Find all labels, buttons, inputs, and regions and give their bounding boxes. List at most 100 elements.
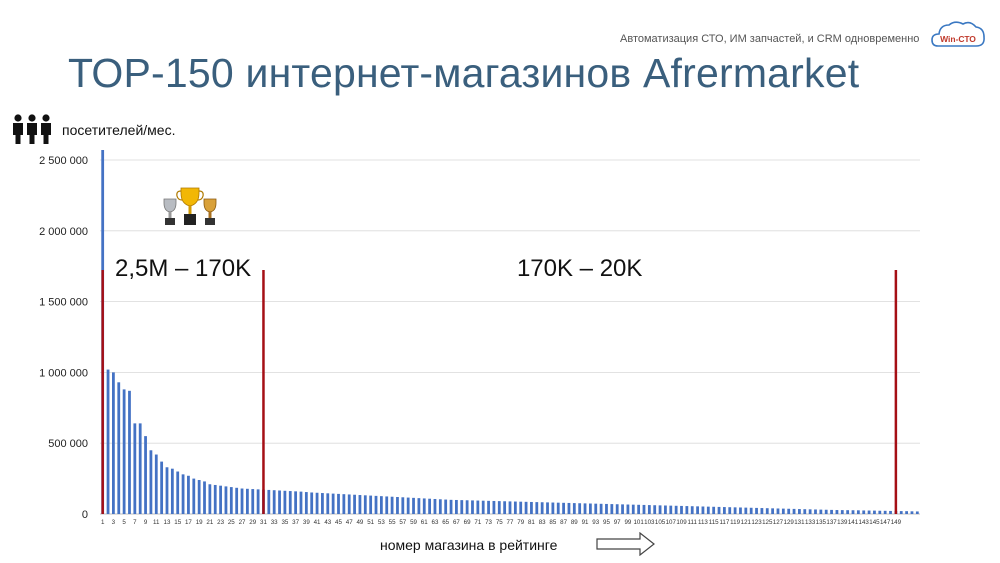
bar bbox=[722, 507, 726, 514]
bar bbox=[792, 508, 796, 514]
bar bbox=[851, 510, 855, 514]
x-tick-label: 117 bbox=[719, 519, 729, 526]
y-axis-title: посетителей/мес. bbox=[62, 122, 176, 138]
bar bbox=[497, 501, 501, 514]
x-tick-label: 95 bbox=[603, 519, 610, 526]
bar bbox=[342, 494, 346, 514]
bar bbox=[915, 511, 919, 514]
bar bbox=[690, 506, 694, 514]
x-tick-label: 113 bbox=[698, 519, 708, 526]
bar bbox=[160, 461, 164, 514]
bar bbox=[728, 507, 732, 514]
x-tick-label: 121 bbox=[741, 519, 752, 526]
bar bbox=[749, 507, 753, 514]
bar bbox=[599, 503, 603, 514]
y-tick-label: 500 000 bbox=[48, 438, 88, 450]
x-tick-label: 25 bbox=[228, 519, 235, 526]
x-tick-label: 105 bbox=[655, 519, 666, 526]
bar bbox=[385, 496, 389, 514]
bar bbox=[240, 488, 244, 514]
x-tick-label: 45 bbox=[335, 519, 342, 526]
bar bbox=[438, 499, 442, 514]
x-tick-label: 119 bbox=[730, 519, 740, 526]
tagline: Автоматизация СТО, ИМ запчастей, и CRM о… bbox=[620, 33, 920, 45]
x-axis-title: номер магазина в рейтинге bbox=[380, 537, 558, 553]
bar bbox=[374, 495, 378, 514]
bar bbox=[106, 369, 110, 514]
x-tick-label: 101 bbox=[633, 519, 644, 526]
bar bbox=[154, 454, 158, 514]
bar bbox=[647, 505, 651, 514]
bar bbox=[519, 501, 523, 514]
bar bbox=[449, 499, 453, 514]
win-sto-logo[interactable]: Win-СТО bbox=[930, 18, 986, 54]
bar bbox=[556, 502, 560, 514]
x-tick-label: 93 bbox=[592, 519, 599, 526]
bar bbox=[133, 423, 137, 514]
bar bbox=[610, 504, 614, 514]
x-tick-label: 41 bbox=[314, 519, 321, 526]
bar bbox=[428, 498, 432, 514]
bar bbox=[267, 489, 271, 514]
bar bbox=[112, 372, 115, 514]
x-tick-label: 149 bbox=[891, 519, 902, 526]
bar bbox=[551, 502, 555, 514]
x-tick-label: 79 bbox=[517, 519, 524, 526]
bar bbox=[117, 382, 121, 514]
bar bbox=[337, 493, 340, 514]
x-tick-label: 89 bbox=[571, 519, 578, 526]
bar bbox=[476, 500, 480, 514]
bar bbox=[642, 504, 646, 514]
bar bbox=[422, 498, 426, 514]
x-tick-label: 61 bbox=[421, 519, 428, 526]
bar bbox=[363, 495, 367, 514]
bar bbox=[128, 390, 131, 514]
y-tick-label: 1 000 000 bbox=[39, 367, 88, 379]
bar bbox=[862, 510, 866, 514]
x-tick-label: 63 bbox=[432, 519, 439, 526]
bar bbox=[567, 502, 571, 514]
bar bbox=[208, 484, 212, 514]
bar bbox=[846, 510, 850, 514]
x-tick-label: 141 bbox=[848, 519, 859, 526]
bar bbox=[781, 508, 785, 514]
bar bbox=[883, 510, 887, 514]
x-tick-label: 57 bbox=[399, 519, 406, 526]
bar bbox=[294, 491, 298, 514]
bar bbox=[739, 507, 742, 514]
bars bbox=[101, 150, 919, 514]
bar bbox=[626, 504, 630, 514]
bar bbox=[256, 489, 260, 514]
bar bbox=[379, 496, 383, 514]
bar bbox=[637, 504, 641, 514]
bar bbox=[176, 471, 180, 514]
x-tick-label: 11 bbox=[153, 519, 160, 526]
bar bbox=[594, 503, 598, 514]
bar bbox=[122, 389, 126, 514]
y-tick-label: 2 500 000 bbox=[39, 155, 88, 167]
bar bbox=[546, 502, 549, 514]
bar bbox=[910, 511, 914, 514]
bar bbox=[149, 450, 153, 514]
bar bbox=[653, 505, 657, 514]
bar bbox=[272, 490, 276, 514]
x-tick-label: 47 bbox=[346, 519, 353, 526]
bar bbox=[535, 502, 539, 514]
bar bbox=[583, 503, 587, 514]
bar bbox=[830, 509, 833, 514]
x-tick-label: 49 bbox=[356, 519, 363, 526]
logo-text: Win-СТО bbox=[940, 34, 976, 44]
bar bbox=[572, 503, 576, 514]
x-tick-label: 147 bbox=[880, 519, 891, 526]
bar bbox=[417, 498, 421, 514]
bar bbox=[492, 500, 496, 514]
bar bbox=[203, 481, 206, 514]
x-tick-label: 43 bbox=[324, 519, 331, 526]
bar bbox=[460, 500, 464, 514]
bar bbox=[331, 493, 335, 514]
right-arrow-outline-icon bbox=[596, 532, 655, 556]
x-tick-label: 37 bbox=[292, 519, 299, 526]
bar bbox=[765, 508, 769, 514]
x-tick-label: 127 bbox=[773, 519, 784, 526]
x-tick-label: 91 bbox=[582, 519, 589, 526]
